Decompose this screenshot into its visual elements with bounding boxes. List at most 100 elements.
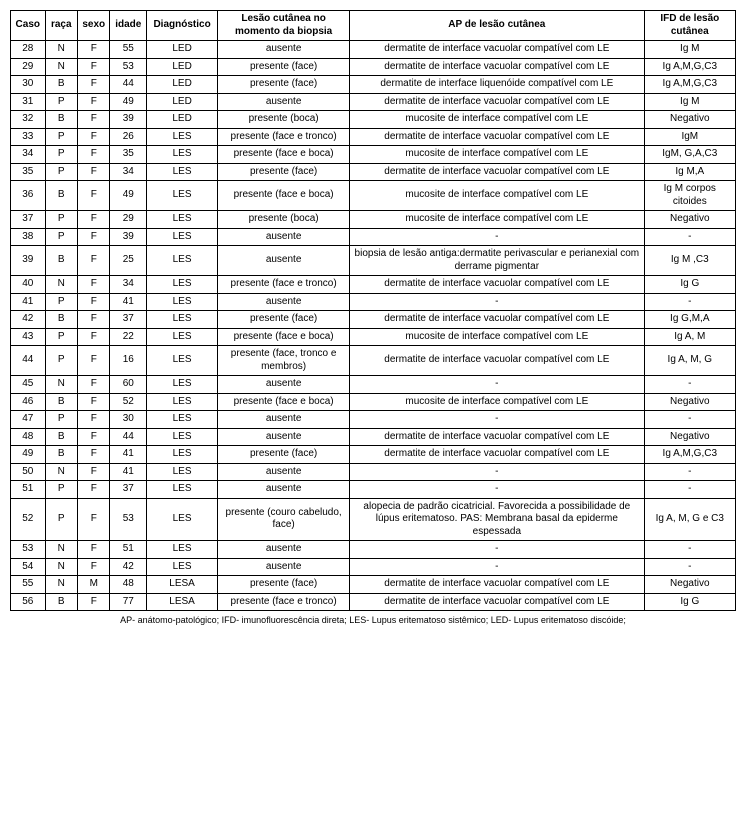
cell: presente (couro cabeludo, face): [218, 498, 350, 541]
cell: 33: [11, 128, 46, 146]
cell: 35: [11, 163, 46, 181]
cell: dermatite de interface vacuolar compatív…: [350, 576, 644, 594]
cell: dermatite de interface vacuolar compatív…: [350, 428, 644, 446]
cell: F: [78, 463, 110, 481]
col-diagnostico: Diagnóstico: [147, 11, 218, 41]
cell: -: [644, 463, 735, 481]
cell: LES: [147, 541, 218, 559]
cell: 39: [110, 111, 147, 129]
cell: presente (face e boca): [218, 393, 350, 411]
cell: -: [644, 481, 735, 499]
cell: presente (boca): [218, 111, 350, 129]
table-row: 54NF42LESausente--: [11, 558, 736, 576]
cell: presente (face): [218, 58, 350, 76]
cell: 49: [11, 446, 46, 464]
cell: 35: [110, 146, 147, 164]
cell: P: [45, 211, 77, 229]
table-row: 34PF35LESpresente (face e boca)mucosite …: [11, 146, 736, 164]
cell: N: [45, 41, 77, 59]
cell: P: [45, 93, 77, 111]
cell: -: [350, 481, 644, 499]
table-row: 31PF49LEDausentedermatite de interface v…: [11, 93, 736, 111]
cell: F: [78, 163, 110, 181]
cell: -: [644, 541, 735, 559]
cell: B: [45, 181, 77, 211]
cell: LES: [147, 311, 218, 329]
cell: LES: [147, 376, 218, 394]
cell: LESA: [147, 576, 218, 594]
cell: Negativo: [644, 211, 735, 229]
col-lesao: Lesão cutânea no momento da biopsia: [218, 11, 350, 41]
cell: presente (face e tronco): [218, 128, 350, 146]
cell: presente (face): [218, 76, 350, 94]
cell: ausente: [218, 463, 350, 481]
cell: 16: [110, 346, 147, 376]
cell: ausente: [218, 246, 350, 276]
cell: Ig G: [644, 593, 735, 611]
cell: F: [78, 93, 110, 111]
cell: P: [45, 346, 77, 376]
cell: -: [350, 558, 644, 576]
table-row: 40NF34LESpresente (face e tronco)dermati…: [11, 276, 736, 294]
table-row: 52PF53LESpresente (couro cabeludo, face)…: [11, 498, 736, 541]
cell: -: [350, 228, 644, 246]
cell: N: [45, 376, 77, 394]
cell: LES: [147, 128, 218, 146]
cell: dermatite de interface vacuolar compatív…: [350, 311, 644, 329]
cell: dermatite de interface vacuolar compatív…: [350, 41, 644, 59]
cell: 34: [11, 146, 46, 164]
cell: 32: [11, 111, 46, 129]
cell: mucosite de interface compatível com LE: [350, 328, 644, 346]
table-row: 47PF30LESausente--: [11, 411, 736, 429]
cell: 54: [11, 558, 46, 576]
cell: F: [78, 446, 110, 464]
cell: 22: [110, 328, 147, 346]
cell: N: [45, 541, 77, 559]
cell: 55: [11, 576, 46, 594]
cell: 45: [11, 376, 46, 394]
cell: 28: [11, 41, 46, 59]
cell: ausente: [218, 93, 350, 111]
cell: Negativo: [644, 111, 735, 129]
cell: LED: [147, 93, 218, 111]
cell: -: [644, 293, 735, 311]
cell: F: [78, 76, 110, 94]
cell: 42: [110, 558, 147, 576]
cell: mucosite de interface compatível com LE: [350, 146, 644, 164]
cell: 52: [11, 498, 46, 541]
cell: 41: [110, 463, 147, 481]
table-row: 53NF51LESausente--: [11, 541, 736, 559]
cell: F: [78, 558, 110, 576]
cell: -: [644, 376, 735, 394]
cell: ausente: [218, 411, 350, 429]
cell: LES: [147, 558, 218, 576]
table-row: 30BF44LEDpresente (face)dermatite de int…: [11, 76, 736, 94]
table-row: 42BF37LESpresente (face)dermatite de int…: [11, 311, 736, 329]
cell: IgM: [644, 128, 735, 146]
cell: N: [45, 276, 77, 294]
cell: Ig A, M, G e C3: [644, 498, 735, 541]
cell: IgM, G,A,C3: [644, 146, 735, 164]
table-row: 55NM48LESApresente (face)dermatite de in…: [11, 576, 736, 594]
cell: mucosite de interface compatível com LE: [350, 211, 644, 229]
cell: LES: [147, 146, 218, 164]
cell: Negativo: [644, 428, 735, 446]
cell: 30: [11, 76, 46, 94]
cell: N: [45, 558, 77, 576]
cell: 55: [110, 41, 147, 59]
cell: F: [78, 128, 110, 146]
cell: LES: [147, 276, 218, 294]
cell: F: [78, 276, 110, 294]
cell: 53: [110, 498, 147, 541]
cell: mucosite de interface compatível com LE: [350, 181, 644, 211]
col-caso: Caso: [11, 11, 46, 41]
cell: Ig M: [644, 93, 735, 111]
col-ap: AP de lesão cutânea: [350, 11, 644, 41]
col-idade: idade: [110, 11, 147, 41]
cell: P: [45, 481, 77, 499]
cell: Negativo: [644, 576, 735, 594]
cell: 37: [110, 481, 147, 499]
footnote: AP- anátomo-patológico; IFD- imunofluore…: [10, 615, 736, 625]
cell: Ig A,M,G,C3: [644, 446, 735, 464]
cell: F: [78, 428, 110, 446]
